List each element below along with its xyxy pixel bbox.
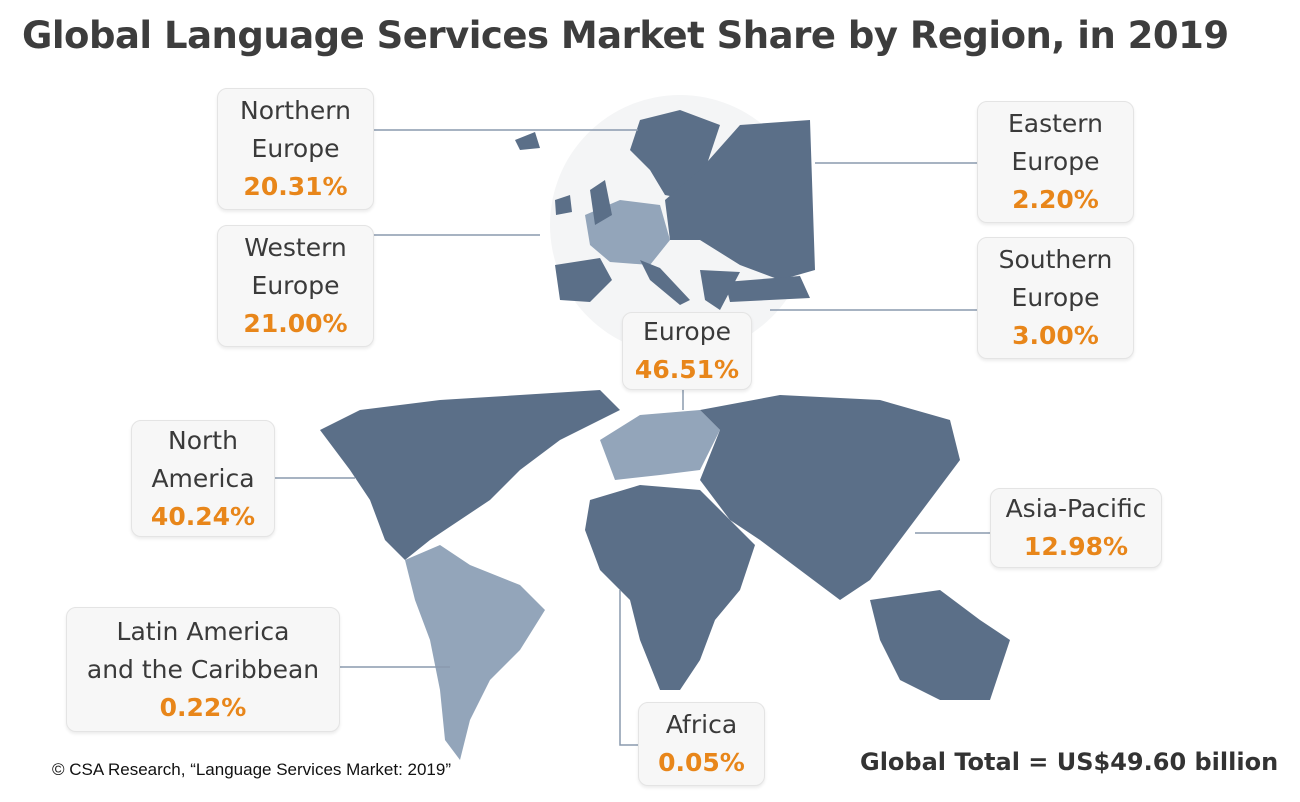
region-share: 12.98%: [1023, 532, 1129, 561]
europe-shape: [600, 410, 720, 480]
region-name: Europe: [251, 271, 340, 300]
region-share: 0.22%: [159, 692, 247, 722]
north-america-shape: [320, 390, 620, 560]
region-share: 3.00%: [1012, 321, 1099, 350]
region-name: Southern: [998, 245, 1113, 274]
region-name: Africa: [665, 710, 738, 739]
label-southern-europe: Southern Europe 3.00%: [977, 237, 1134, 359]
label-western-europe: Western Europe 21.00%: [217, 225, 374, 347]
label-eastern-europe: Eastern Europe 2.20%: [977, 101, 1134, 223]
global-total: Global Total = US$49.60 billion: [860, 748, 1279, 776]
region-name: Europe: [1011, 147, 1100, 176]
asia-shape: [700, 395, 1010, 700]
northern-europe-shape: [515, 110, 720, 225]
label-europe: Europe 46.51%: [622, 312, 752, 390]
label-north-america: North America 40.24%: [131, 420, 275, 537]
label-latin-america: Latin America and the Caribbean 0.22%: [66, 607, 340, 732]
region-share: 2.20%: [1012, 185, 1099, 214]
source-credit: © CSA Research, “Language Services Marke…: [52, 760, 452, 779]
eastern-europe-shape: [665, 120, 815, 280]
region-name: Europe: [251, 134, 340, 163]
region-name: Europe: [643, 317, 731, 346]
label-africa: Africa 0.05%: [638, 702, 765, 786]
region-name: Northern: [240, 96, 351, 125]
leader-lines: [273, 129, 990, 746]
region-name: and the Caribbean: [86, 654, 320, 684]
region-share: 21.00%: [243, 309, 348, 338]
southern-europe-shape: [555, 258, 810, 310]
region-name: Asia-Pacific: [1005, 494, 1147, 523]
region-share: 20.31%: [243, 172, 348, 201]
region-name: Western: [244, 233, 347, 262]
region-name: Eastern: [1007, 109, 1103, 138]
region-share: 40.24%: [150, 501, 256, 531]
region-name: Latin America: [116, 616, 290, 646]
region-share: 0.05%: [658, 748, 745, 777]
page-title: Global Language Services Market Share by…: [22, 14, 1229, 57]
latin-america-shape: [405, 545, 545, 760]
region-name: North: [168, 425, 238, 455]
region-name: Europe: [1011, 283, 1100, 312]
label-asia-pacific: Asia-Pacific 12.98%: [990, 488, 1162, 568]
region-share: 46.51%: [634, 355, 740, 384]
region-name: America: [151, 463, 255, 493]
label-northern-europe: Northern Europe 20.31%: [217, 88, 374, 210]
africa-shape: [585, 485, 755, 690]
leader-africa: [619, 590, 638, 746]
